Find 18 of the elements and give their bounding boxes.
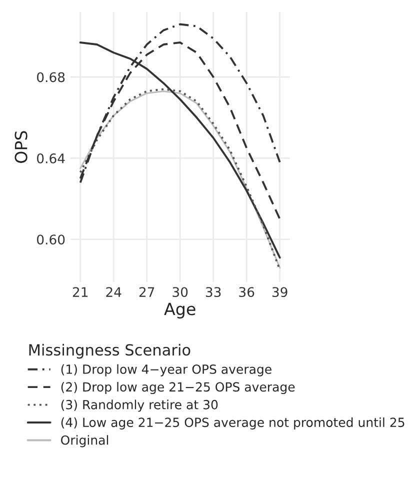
x-tick-label: 39 [272, 287, 288, 298]
legend-title: Missingness Scenario [29, 344, 190, 359]
x-tick-label: 30 [172, 287, 188, 298]
legend-label: (1) Drop low 4−year OPS average [61, 364, 272, 376]
y-tick-label: 0.60 [37, 234, 65, 245]
y-axis-title: OPS [14, 131, 28, 163]
x-tick-label: 36 [239, 287, 254, 298]
legend-label: (4) Low age 21−25 OPS average not promoted until 25 [61, 417, 404, 430]
x-axis-title: Age [164, 302, 196, 319]
x-tick-label: 33 [206, 287, 221, 298]
x-tick-label: 21 [72, 287, 88, 297]
y-tick-label: 0.68 [37, 72, 65, 82]
legend-label: Original [61, 435, 108, 448]
y-tick-label: 0.64 [37, 153, 65, 164]
legend-label: (3) Randomly retire at 30 [61, 400, 218, 412]
x-tick-label: 27 [139, 287, 154, 297]
legend-label: (2) Drop low age 21−25 OPS average [61, 382, 295, 394]
x-tick-label: 24 [106, 287, 122, 297]
